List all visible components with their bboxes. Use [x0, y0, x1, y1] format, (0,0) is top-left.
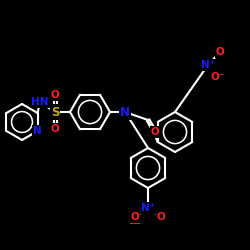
Text: N⁺: N⁺ — [201, 60, 215, 70]
Text: O: O — [150, 127, 160, 137]
Text: O: O — [50, 90, 59, 100]
Text: S: S — [51, 106, 59, 118]
Text: N⁺: N⁺ — [141, 203, 155, 213]
Text: N: N — [33, 126, 42, 136]
Text: O: O — [216, 47, 224, 57]
Text: O: O — [156, 212, 166, 222]
Text: N: N — [120, 106, 130, 118]
Text: O: O — [130, 212, 140, 222]
Text: HN: HN — [31, 97, 49, 107]
Text: O⁻: O⁻ — [211, 72, 225, 82]
Text: O: O — [50, 124, 59, 134]
